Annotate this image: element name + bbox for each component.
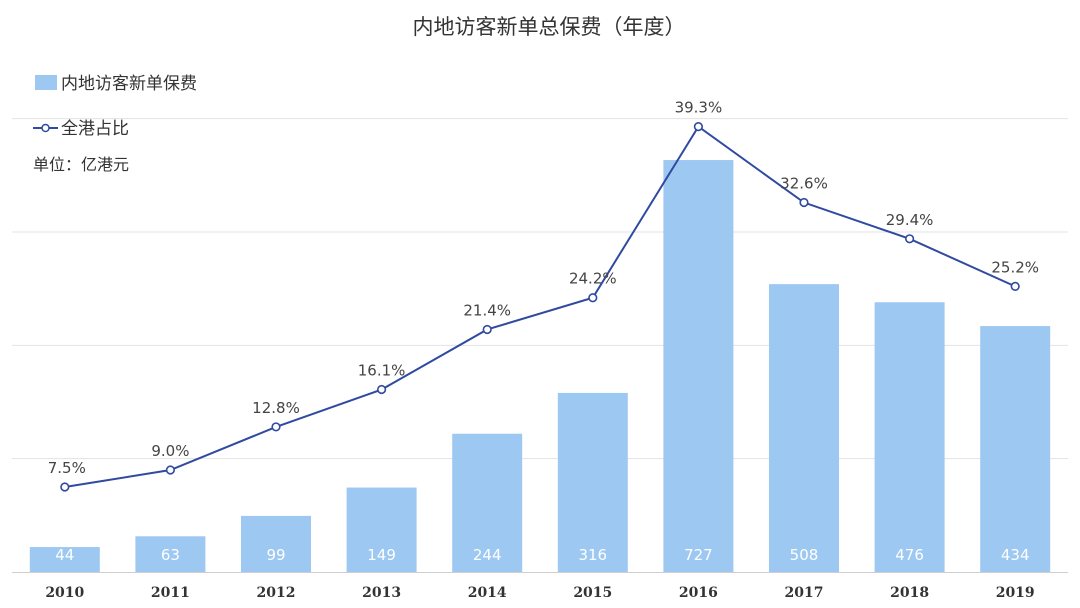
- legend-label-line: 全港占比: [61, 119, 129, 139]
- x-tick-label: 2012: [257, 585, 296, 601]
- legend-swatch-bar: [35, 75, 57, 90]
- line-value-labels: 7.5% 9.0% 12.8% 16.1% 21.4% 24.2% 39.3% 32.6% 29…: [48, 99, 1039, 477]
- line-point-2015: [588, 293, 598, 303]
- line-point-2017: [799, 197, 809, 208]
- bar-value-label: 476: [895, 546, 924, 564]
- bar-value-label: 508: [790, 546, 819, 564]
- bar-2011: [135, 536, 206, 572]
- bar-2015: [557, 392, 628, 572]
- legend: 内地访客新单保费 全港占比 单位：亿港元: [33, 74, 197, 174]
- line-value-label: 16.1%: [358, 362, 406, 380]
- line-point-2011: [165, 465, 175, 475]
- line-value-label: 12.8%: [252, 399, 300, 417]
- line-value-label: 24.2%: [569, 270, 617, 288]
- bar-value-label: 316: [578, 546, 607, 564]
- bar-value-labels: 44 63 99 149 244 316 727 508 476 434: [55, 546, 1029, 564]
- line-point-2012: [271, 422, 281, 432]
- legend-label-bar: 内地访客新单保费: [61, 74, 197, 94]
- bar-value-label: 149: [367, 546, 396, 564]
- x-tick-label: 2017: [785, 585, 824, 601]
- bar-2012: [241, 515, 311, 572]
- bar-series: [29, 160, 1051, 573]
- legend-swatch-marker: [41, 123, 50, 133]
- line-value-label: 9.0%: [151, 442, 189, 460]
- bar-value-label: 99: [266, 546, 285, 564]
- bar-2014: [452, 433, 523, 572]
- x-tick-label: 2019: [996, 585, 1035, 601]
- x-tick-label: 2013: [362, 585, 401, 601]
- bar-2019: [980, 326, 1051, 572]
- line-value-label: 32.6%: [780, 175, 828, 193]
- line-value-label: 21.4%: [463, 301, 511, 319]
- x-axis-tick-labels: 2010 2011 2012 2013 2014 2015 2016 2017 2018 2019: [45, 585, 1034, 601]
- line-value-label: 25.2%: [991, 258, 1039, 276]
- bar-2017: [769, 284, 839, 572]
- line-point-2014: [482, 324, 492, 335]
- line-point-2010: [60, 482, 70, 492]
- bar-value-label: 727: [684, 546, 713, 564]
- bar-2013: [346, 487, 417, 572]
- bar-value-label: 244: [473, 546, 502, 564]
- line-point-2013: [377, 384, 387, 395]
- bar-value-label: 44: [55, 546, 74, 564]
- bar-value-label: 434: [1001, 546, 1030, 564]
- bar-2010: [29, 547, 100, 572]
- line-point-2019: [1010, 281, 1020, 292]
- line-value-label: 29.4%: [886, 211, 934, 229]
- bar-value-label: 63: [161, 546, 180, 564]
- unit-label: 单位：亿港元: [33, 155, 129, 174]
- x-tick-label: 2018: [890, 585, 929, 601]
- line-path: [64, 125, 1016, 488]
- bar-2016: [663, 160, 734, 573]
- x-tick-label: 2015: [573, 585, 612, 601]
- x-tick-label: 2016: [679, 585, 718, 601]
- bar-2018: [874, 302, 945, 572]
- x-tick-label: 2014: [468, 585, 507, 601]
- line-value-label: 7.5%: [48, 459, 86, 477]
- line-series: [60, 121, 1020, 492]
- line-value-label: 39.3%: [675, 99, 723, 117]
- line-point-2018: [904, 234, 915, 244]
- x-tick-label: 2010: [45, 585, 84, 601]
- chart-title: 内地访客新单总保费（年度）: [413, 15, 686, 39]
- line-point-2016: [693, 121, 704, 132]
- x-tick-label: 2011: [151, 585, 190, 601]
